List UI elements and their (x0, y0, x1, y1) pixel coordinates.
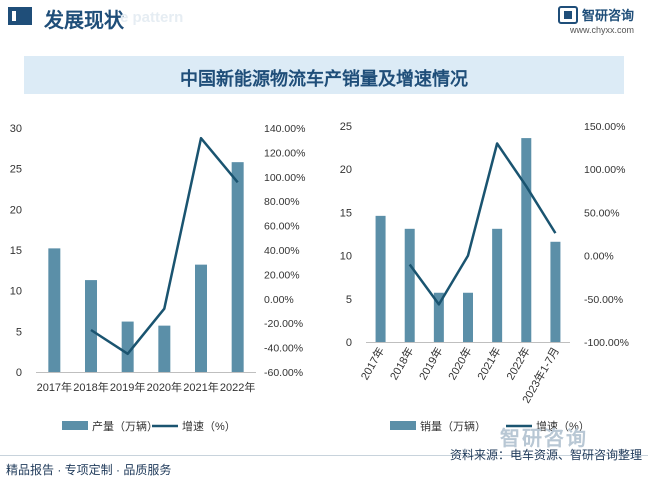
legend-bar-label: 产量（万辆） (92, 419, 158, 433)
legend-line-label: 增速（%） (536, 419, 590, 433)
section-title: 发展现状 (44, 8, 124, 32)
left-axis-tick-label: 20 (10, 204, 22, 216)
right-axis-tick-label: -100.00% (584, 337, 629, 349)
right-axis-tick-label: 40.00% (264, 245, 300, 257)
category-label: 2018年 (73, 380, 108, 394)
left-axis-tick-label: 30 (10, 123, 22, 135)
legend-bar-swatch (390, 421, 416, 430)
bar-production (231, 162, 244, 372)
left-axis-tick-label: 25 (340, 121, 352, 133)
right-axis-tick-label: 120.00% (264, 147, 305, 159)
right-axis-tick-label: -50.00% (584, 294, 623, 306)
category-label: 2017年 (37, 380, 72, 394)
footer-tagline: 精品报告 · 专项定制 · 品质服务 (6, 463, 172, 477)
right-axis-tick-label: 60.00% (264, 221, 300, 233)
growth-line (408, 142, 557, 306)
right-axis-tick-label: -40.00% (264, 343, 303, 355)
category-label: 2022年 (220, 380, 255, 394)
left-axis-tick-label: 10 (340, 251, 352, 263)
left-axis-tick-label: 20 (340, 164, 352, 176)
bar-sales (463, 292, 473, 342)
bar-sales (492, 228, 503, 342)
brand-name: 智研咨询 (581, 8, 634, 23)
source-note: 资料来源：电车资源、智研咨询整理 (449, 448, 642, 462)
right-axis-tick-label: 150.00% (584, 121, 625, 133)
category-label: 2020年 (147, 380, 182, 394)
left-axis-tick-label: 5 (346, 294, 352, 306)
legend-bar-label: 销量（万辆） (420, 419, 486, 433)
section-marker-icon (8, 7, 32, 25)
title-band: 中国新能源物流车产销量及增速情况 (24, 56, 624, 94)
left-axis-tick-label: 15 (340, 207, 352, 219)
bar-production (85, 280, 97, 372)
bar-sales (550, 241, 561, 342)
brand[interactable]: 智研咨询 www.chyxx.com (557, 5, 634, 35)
category-label: 2020年 (445, 345, 475, 383)
bar-sales (404, 228, 415, 342)
left-axis-tick-label: 25 (10, 164, 22, 176)
bar-production (121, 321, 134, 372)
bar-sales (521, 138, 532, 342)
section-ghost-text: e pattern (120, 9, 184, 26)
bar-production (195, 264, 207, 372)
chart-title: 中国新能源物流车产销量及增速情况 (180, 69, 468, 90)
bar-sales (375, 215, 386, 342)
charts-canvas: 0 5 10 15 20 25 30 -60.00% -40.00% -20.00% 0.00% 20… (10, 121, 629, 433)
left-axis-tick-label: 0 (16, 367, 22, 379)
bar-sales (433, 292, 444, 342)
category-label: 2022年 (503, 345, 533, 383)
left-axis-tick-label: 15 (10, 245, 22, 257)
right-axis-tick-label: 0.00% (264, 294, 294, 306)
growth-line (90, 136, 239, 356)
left-axis-tick-label: 10 (10, 286, 22, 298)
right-axis-tick-label: 100.00% (584, 164, 625, 176)
category-label: 2019年 (110, 380, 145, 394)
bar-production (48, 248, 61, 372)
right-axis-tick-label: -60.00% (264, 367, 303, 379)
category-label: 2021年 (183, 380, 218, 394)
footer: 智研咨询 精品报告 · 专项定制 · 品质服务 资料来源：电车资源、智研咨询整理 (0, 428, 648, 478)
category-label: 2021年 (474, 344, 504, 382)
left-axis-tick-label: 0 (346, 337, 352, 349)
right-axis-tick-label: 80.00% (264, 196, 300, 208)
legend-bar-swatch (62, 421, 88, 430)
bar-production (158, 325, 171, 372)
right-axis-tick-label: 100.00% (264, 172, 305, 184)
legend-line-label: 增速（%） (182, 419, 236, 433)
right-axis-tick-label: 50.00% (584, 207, 620, 219)
category-label: 2018年 (386, 345, 416, 383)
right-axis-tick-label: 20.00% (264, 269, 300, 281)
footer-watermark: 智研咨询 (500, 428, 588, 450)
category-label: 2017年 (357, 345, 387, 383)
right-axis-tick-label: 140.00% (264, 123, 305, 135)
right-axis-tick-label: -20.00% (264, 318, 303, 330)
brand-url[interactable]: www.chyxx.com (569, 25, 634, 35)
left-axis-tick-label: 5 (16, 326, 22, 338)
category-label: 2019年 (416, 345, 446, 383)
right-axis-tick-label: 0.00% (584, 251, 614, 263)
brand-logo-icon (557, 5, 578, 24)
header: 发展现状 e pattern 智研咨询 www.chyxx.com (0, 0, 648, 35)
